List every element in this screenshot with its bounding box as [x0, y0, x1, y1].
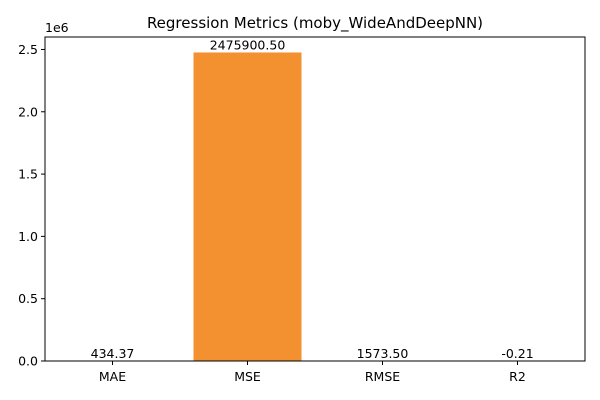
bars-layer — [58, 52, 572, 362]
data-labels-layer: 434.37 2475900.50 1573.50 -0.21 — [91, 37, 534, 361]
chart-title: Regression Metrics (moby_WideAndDeepNN) — [147, 14, 483, 33]
y-tick-label: 1.0 — [18, 229, 38, 244]
y-tick-label: 0.5 — [18, 291, 38, 306]
y-tick-label: 1.5 — [18, 167, 38, 182]
y-tick-label: 2.5 — [18, 42, 38, 57]
y-axis-scale-label: 1e6 — [45, 20, 69, 35]
plot-frame — [44, 36, 586, 362]
y-axis: 0.0 0.5 1.0 1.5 2.0 2.5 — [18, 42, 45, 369]
bar-mse — [193, 52, 302, 361]
data-label-r2: -0.21 — [501, 346, 533, 361]
data-label-mae: 434.37 — [91, 346, 135, 361]
y-tick-label: 2.0 — [18, 104, 38, 119]
x-axis: MAE MSE RMSE R2 — [99, 361, 526, 384]
data-label-rmse: 1573.50 — [357, 346, 409, 361]
x-tick-label-mae: MAE — [99, 369, 126, 384]
data-label-mse: 2475900.50 — [210, 37, 286, 52]
x-tick-label-r2: R2 — [509, 369, 526, 384]
y-tick-label: 0.0 — [18, 354, 38, 369]
x-tick-label-rmse: RMSE — [365, 369, 400, 384]
x-tick-label-mse: MSE — [234, 369, 261, 384]
